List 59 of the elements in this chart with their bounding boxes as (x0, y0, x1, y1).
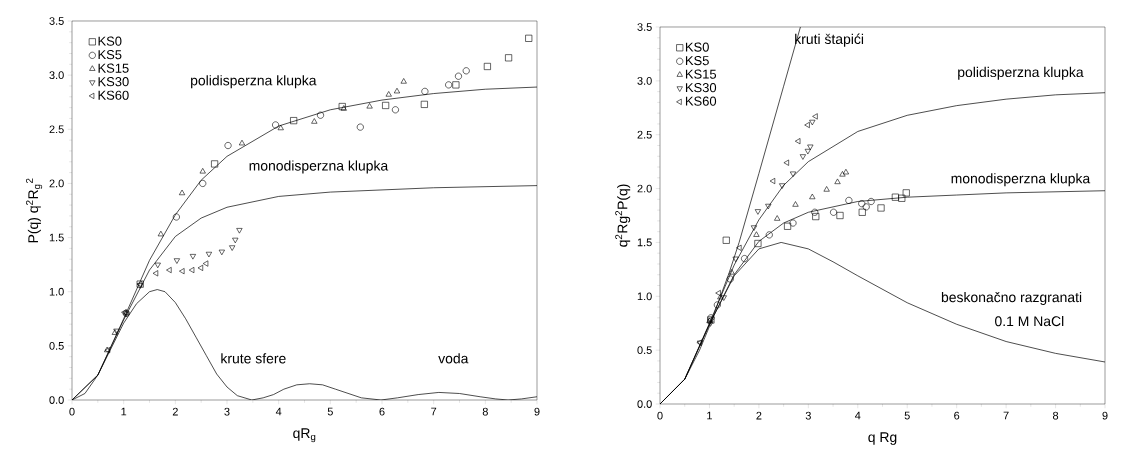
annotation: beskonačno razgranati (941, 291, 1082, 305)
x-tick-label: 2 (756, 411, 762, 420)
y-tick-label: 1.5 (49, 233, 64, 242)
y-tick-label: 3.5 (49, 17, 64, 25)
x-tick-label: 5 (904, 411, 910, 420)
x-tick-label: 4 (275, 407, 282, 416)
x-tick-label: 9 (1102, 411, 1108, 420)
y-tick-label: 0.5 (637, 346, 652, 355)
x-tick-label: 3 (224, 407, 230, 416)
y-tick-label: 3.5 (637, 23, 652, 31)
annotation: voda (438, 353, 469, 364)
annotation: polidisperzna klupka (191, 75, 317, 89)
annotation: monodisperzna klupka (249, 160, 389, 174)
y-tick-label: 2.5 (49, 125, 64, 134)
x-axis-title: qR$_{g}$ (293, 428, 316, 443)
x-tick-label: 3 (805, 411, 811, 420)
annotation: kruti štapići (795, 33, 864, 47)
y-axis-title: q$^{2}$Rg$^{2}$P(q) (615, 184, 631, 247)
y-tick-label: 3.0 (637, 76, 652, 85)
y-tick-label: 2.5 (637, 130, 652, 139)
x-tick-label: 2 (172, 407, 178, 416)
y-tick-label: 1.0 (49, 287, 64, 296)
x-axis-title: q Rg (868, 432, 897, 445)
legend-label: KS0 (98, 36, 122, 46)
legend-label: KS15 (98, 63, 129, 73)
annotation: 0.1 M NaCl (995, 315, 1064, 327)
y-tick-label: 1.5 (637, 238, 652, 247)
annotation: polidisperzna klupka (958, 66, 1084, 80)
x-tick-label: 0 (69, 407, 75, 416)
x-tick-label: 8 (1052, 411, 1059, 420)
legend-label: KS15 (685, 69, 717, 79)
x-tick-label: 7 (431, 407, 437, 416)
x-tick-label: 5 (327, 407, 333, 416)
legend-label: KS5 (98, 50, 122, 60)
legend-label: KS30 (98, 77, 129, 87)
y-tick-label: 2.0 (637, 184, 652, 193)
legend-label: KS5 (685, 56, 709, 66)
y-tick-label: 0.0 (637, 400, 652, 408)
legend-label: KS60 (685, 96, 717, 106)
y-tick-label: 0.5 (49, 341, 64, 350)
x-tick-label: 8 (482, 407, 488, 416)
x-tick-label: 1 (121, 407, 127, 416)
x-tick-label: 4 (854, 411, 861, 420)
x-tick-label: 6 (954, 411, 960, 420)
legend-label: KS60 (98, 90, 129, 100)
x-tick-label: 9 (534, 407, 540, 416)
x-tick-label: 6 (379, 407, 385, 416)
y-axis-title: P(q) q$^{2}$R$_{g}$2 (25, 178, 43, 243)
y-tick-label: 2.0 (49, 179, 64, 188)
y-tick-label: 1.0 (637, 292, 652, 301)
legend-label: KS0 (685, 42, 709, 52)
x-tick-label: 1 (707, 411, 712, 420)
y-tick-label: 0.0 (49, 396, 64, 404)
legend-label: KS30 (685, 83, 717, 93)
x-tick-label: 0 (657, 411, 663, 420)
annotation: krute sfere (221, 353, 286, 364)
annotation: monodisperzna klupka (951, 173, 1091, 187)
x-tick-label: 7 (1003, 411, 1009, 420)
y-tick-label: 3.0 (49, 71, 64, 80)
